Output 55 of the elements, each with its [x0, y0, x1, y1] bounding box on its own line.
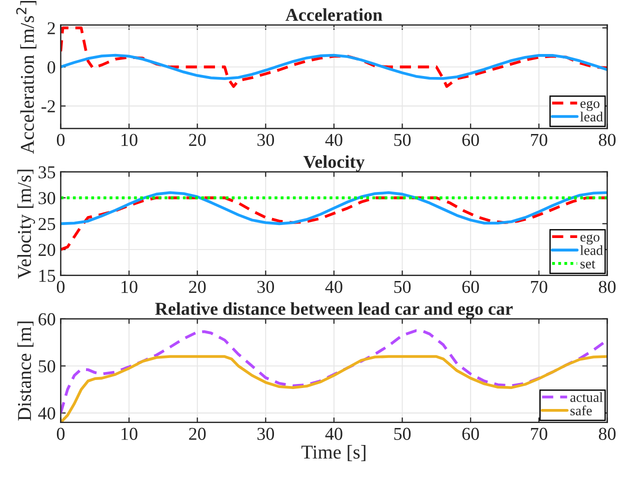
- x-tick-label: 70: [531, 428, 548, 440]
- x-tick-label: 40: [325, 134, 342, 146]
- x-tick-label: 60: [462, 134, 479, 146]
- x-tick-label: 40: [325, 428, 342, 440]
- x-tick-label: 50: [394, 134, 411, 146]
- chart-title: Velocity: [303, 155, 365, 172]
- y-axis-title: Distance [m]: [17, 322, 34, 421]
- legend-label: set: [580, 260, 596, 268]
- y-tick-label: 30: [38, 192, 56, 204]
- x-tick-label: 30: [257, 428, 274, 440]
- x-tick-label: 20: [189, 428, 206, 440]
- legend-label: ego: [580, 100, 600, 111]
- x-tick-label: 80: [598, 280, 616, 293]
- y-tick-label: -2: [41, 100, 55, 112]
- chart-title: Relative distance between lead car and ego car: [155, 302, 513, 319]
- y-tick-label: 20: [38, 244, 56, 256]
- y-tick-label: 40: [38, 407, 56, 420]
- x-tick-label: 70: [531, 134, 548, 146]
- x-tick-label: 10: [122, 134, 138, 146]
- x-tick-label: 70: [531, 280, 548, 293]
- x-tick-label: 0: [56, 280, 65, 293]
- y-tick-label: 60: [38, 313, 56, 326]
- y-tick-label: 0: [48, 61, 56, 74]
- legend-label: safe: [570, 405, 592, 416]
- y-tick-label: 50: [38, 360, 56, 372]
- chart-title: Acceleration: [286, 8, 382, 21]
- x-tick-label: 30: [257, 280, 274, 293]
- legend-label: ego: [580, 234, 600, 245]
- x-tick-label: 20: [189, 134, 206, 146]
- x-tick-label: 80: [598, 134, 616, 146]
- x-tick-label: 10: [122, 280, 138, 293]
- x-tick-label: 40: [325, 280, 342, 293]
- y-tick-label: 25: [38, 218, 56, 230]
- legend-label: actual: [570, 392, 603, 402]
- x-tick-label: 20: [189, 280, 206, 293]
- x-tick-label: 0: [56, 134, 65, 146]
- x-tick-label: 30: [257, 134, 274, 146]
- y-axis-title: Acceleration [m/s$^{2}$]: [16, 0, 36, 154]
- x-axis-title: Time [s]: [301, 445, 366, 462]
- y-tick-label: 35: [38, 166, 56, 178]
- x-tick-label: 60: [462, 280, 479, 293]
- line-series: [60, 191, 608, 226]
- line-series: [60, 54, 608, 80]
- x-tick-label: 80: [598, 428, 616, 440]
- legend-label: lead: [580, 112, 603, 122]
- x-tick-label: 10: [122, 428, 138, 440]
- y-tick-label: 2: [48, 22, 55, 34]
- legend-label: lead: [580, 245, 603, 256]
- x-tick-label: 0: [56, 428, 65, 440]
- line-series: [60, 26, 608, 88]
- y-tick-label: 15: [39, 270, 56, 282]
- x-tick-label: 60: [462, 428, 479, 440]
- x-tick-label: 50: [394, 428, 411, 440]
- x-tick-label: 50: [394, 280, 411, 293]
- y-axis-title: Velocity [m/s]: [17, 170, 36, 279]
